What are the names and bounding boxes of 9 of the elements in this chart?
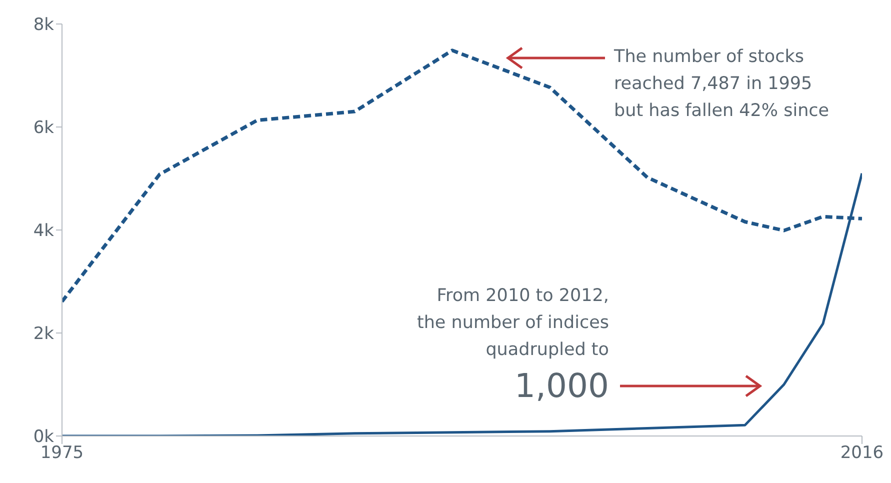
annotation: From 2010 to 2012, the number of indices quadrupled to — [416, 285, 609, 362]
y-tick-label: 4k — [33, 221, 54, 242]
y-tick-label: 2k — [33, 324, 54, 344]
x-tick-label: 2016 — [840, 443, 884, 464]
annotation: 1,000 — [514, 366, 609, 406]
annotation: The number of stocks reached 7,487 in 1995 but has fallen 42% since — [614, 46, 830, 123]
y-tick-label: 8k — [33, 15, 54, 36]
y-tick-label: 6k — [33, 118, 54, 138]
x-tick-label: 1975 — [40, 443, 84, 464]
